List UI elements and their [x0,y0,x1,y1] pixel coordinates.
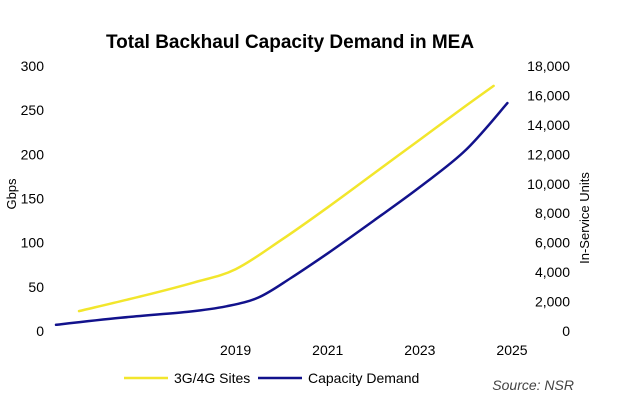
x-axis-ticks: 2019 2021 2023 2025 [220,342,528,358]
y-tick-label: 150 [21,191,45,207]
y-tick-label: 200 [21,146,45,162]
series-line-3g-4g-sites [77,84,495,313]
y2-tick-label: 2,000 [535,294,570,310]
y-tick-label: 50 [28,279,44,295]
y-tick-label: 250 [21,102,45,118]
legend-label-3g-4g-sites: 3G/4G Sites [174,370,250,386]
right-y-axis-ticks: 0 2,000 4,000 6,000 8,000 10,000 12,000 14,000 1… [527,58,570,339]
y2-tick-label: 0 [562,323,570,339]
x-tick-label: 2019 [220,342,251,358]
y-tick-label: 0 [36,323,44,339]
legend-label-capacity-demand: Capacity Demand [308,370,419,386]
chart-title: Total Backhaul Capacity Demand in MEA [106,32,474,53]
y2-tick-label: 6,000 [535,235,570,251]
y-tick-label: 100 [21,235,45,251]
y2-tick-label: 16,000 [527,87,570,103]
y2-tick-label: 18,000 [527,58,570,74]
series-line-capacity-demand [54,101,509,327]
legend: 3G/4G Sites Capacity Demand [124,370,419,386]
x-tick-label: 2025 [496,342,527,358]
left-y-axis-label: Gbps [4,178,19,210]
x-tick-label: 2023 [404,342,435,358]
y2-tick-label: 12,000 [527,146,570,162]
left-y-axis-ticks: 0 50 100 150 200 250 300 [21,58,45,339]
y2-tick-label: 14,000 [527,117,570,133]
y2-tick-label: 10,000 [527,176,570,192]
y2-tick-label: 4,000 [535,264,570,280]
right-y-axis-label: In-Service Units [577,172,592,264]
y-tick-label: 300 [21,58,45,74]
y2-tick-label: 8,000 [535,205,570,221]
source-note: Source: NSR [492,377,574,393]
x-tick-label: 2021 [312,342,343,358]
series-lines [54,84,509,327]
